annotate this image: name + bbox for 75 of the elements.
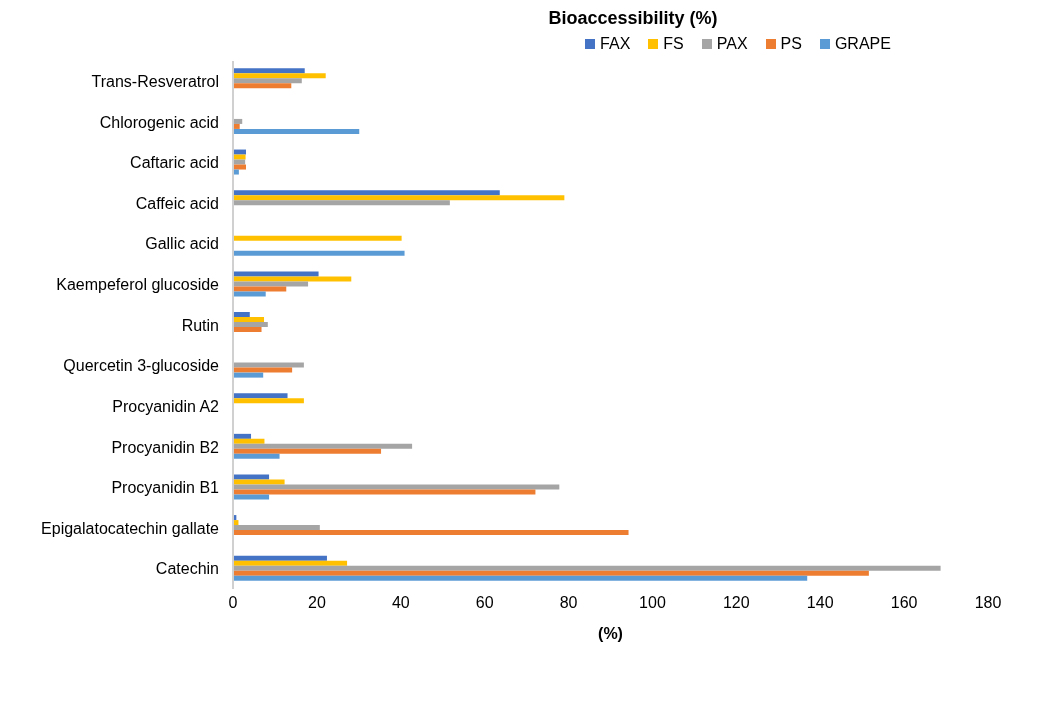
bar [233, 367, 293, 373]
bar [233, 494, 270, 500]
bar [233, 190, 500, 196]
bar [233, 525, 320, 531]
x-axis-title: (%) [598, 625, 623, 642]
bar [233, 560, 348, 566]
x-tick-label: 40 [391, 594, 410, 612]
bar [233, 200, 450, 206]
bar [233, 393, 288, 399]
legend-label: FAX [600, 35, 631, 53]
x-tick-label: 20 [307, 594, 326, 612]
x-tick-label: 80 [559, 594, 578, 612]
bar [233, 235, 402, 241]
x-tick-label: 180 [974, 594, 1002, 612]
y-tick-label: Procyanidin B2 [111, 438, 220, 456]
x-tick-label: 60 [475, 594, 494, 612]
x-tick-label: 140 [806, 594, 834, 612]
bar [233, 570, 869, 576]
bar [233, 327, 262, 332]
y-tick-label: Trans-Resveratrol [91, 72, 219, 90]
bar [233, 128, 360, 134]
y-tick-label: Chlorogenic acid [99, 113, 219, 131]
bar [233, 159, 246, 165]
bar [233, 291, 266, 297]
bar [233, 530, 629, 536]
bar [233, 448, 382, 454]
bar [233, 555, 327, 561]
x-tick-label: 160 [890, 594, 918, 612]
x-tick-label: 120 [722, 594, 750, 612]
y-tick-label: Rutin [181, 316, 219, 334]
y-tick-label: Gallic acid [145, 235, 219, 253]
x-tick-label: 100 [639, 594, 666, 612]
bar [233, 474, 270, 480]
y-tick-label: Procyanidin B1 [111, 479, 220, 497]
chart-title: Bioaccessibility (%) [547, 8, 719, 29]
y-tick-label: Catechin [155, 560, 219, 578]
bar [233, 312, 250, 317]
bar [233, 438, 265, 444]
bar [233, 154, 246, 160]
y-tick-label: Epigalatocatechin gallate [41, 519, 220, 537]
bar [233, 195, 565, 201]
x-tick-label: 0 [228, 594, 238, 612]
bar [233, 149, 246, 155]
bar [233, 317, 265, 322]
bar [233, 372, 264, 378]
bar [233, 453, 280, 459]
bar [233, 250, 405, 256]
legend-label: GRAPE [834, 35, 891, 53]
bar [233, 68, 305, 74]
bar [233, 362, 304, 368]
bar [233, 443, 413, 449]
bar [233, 398, 304, 404]
bar [233, 489, 536, 495]
bar [233, 286, 287, 292]
y-tick-label: Quercetin 3-glucoside [63, 357, 220, 375]
bar [233, 565, 941, 571]
bar [233, 479, 285, 485]
bar [233, 78, 302, 84]
bar [233, 322, 268, 327]
bar [233, 575, 808, 581]
bar [233, 433, 252, 439]
bar [233, 276, 352, 282]
y-tick-label: Caftaric acid [130, 154, 219, 172]
y-tick-label: Caffeic acid [135, 194, 219, 212]
legend-label: PS [780, 35, 802, 53]
y-tick-label: Procyanidin A2 [112, 397, 220, 415]
bar [233, 73, 326, 79]
bar [233, 281, 309, 287]
y-tick-label: Kaempeferol glucoside [56, 276, 220, 294]
legend-label: FS [663, 35, 684, 53]
bar [233, 484, 560, 490]
bar [233, 83, 292, 89]
legend-label: PAX [716, 35, 748, 53]
bar [233, 164, 246, 170]
bar [233, 271, 319, 277]
